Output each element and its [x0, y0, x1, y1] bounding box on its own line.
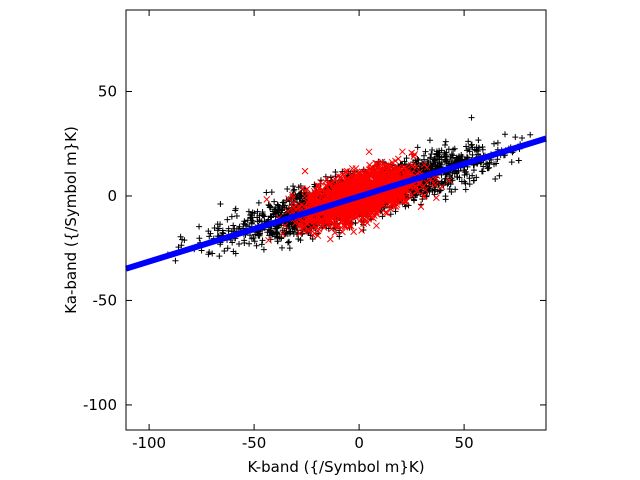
- y-tick-label: -50: [93, 291, 118, 309]
- x-axis-label: K-band ({/Symbol m}K): [247, 458, 424, 476]
- x-tick-label: 50: [455, 434, 474, 452]
- ticks-layer: -100 -50 0 50 -100 -50 0 50: [83, 10, 546, 452]
- plot-frame: [125, 9, 547, 431]
- y-axis-label: Ka-band ({/Symbol m}K): [62, 126, 80, 314]
- fit-line-layer: [125, 135, 547, 272]
- x-tick-label: -100: [132, 434, 166, 452]
- x-tick-label: -50: [242, 434, 267, 452]
- y-tick-label: 0: [107, 187, 117, 205]
- y-tick-label: 50: [98, 82, 117, 100]
- y-tick-label: -100: [83, 396, 117, 414]
- x-tick-label: 0: [354, 434, 364, 452]
- fit-line: [125, 135, 547, 272]
